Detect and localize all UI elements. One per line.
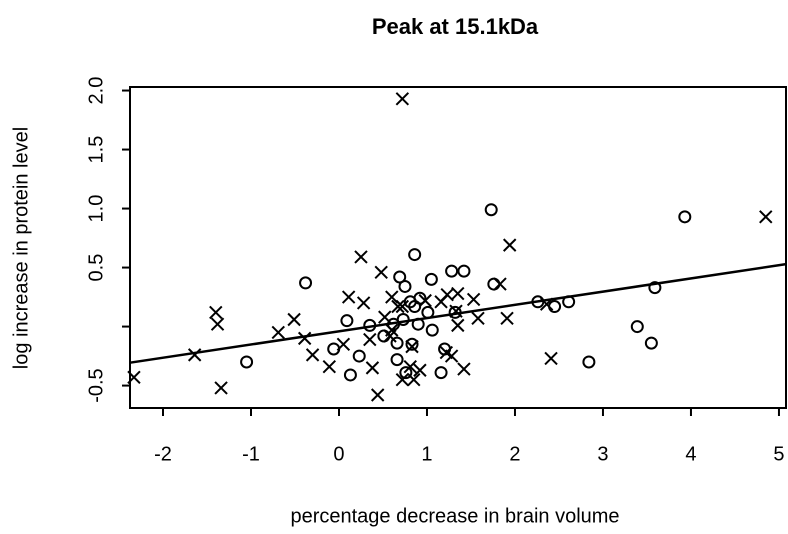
point: [395, 92, 410, 106]
point: [341, 290, 356, 304]
point: [644, 336, 658, 350]
point: [544, 351, 558, 366]
point: [425, 323, 439, 337]
point: [424, 272, 438, 286]
x-tick-label: 5: [773, 443, 784, 465]
point: [209, 305, 223, 320]
point: [343, 368, 357, 382]
x-axis-label: percentage decrease in brain volume: [290, 505, 619, 527]
point: [322, 359, 337, 374]
point: [370, 388, 385, 402]
point: [405, 339, 419, 354]
point: [408, 248, 422, 262]
point: [395, 299, 410, 314]
point: [354, 250, 368, 264]
point: [434, 295, 448, 309]
point: [287, 312, 301, 327]
point: [214, 381, 228, 395]
point: [466, 292, 481, 307]
point: [365, 361, 380, 375]
y-tick-label: 1.5: [85, 136, 107, 164]
point: [648, 281, 662, 295]
point: [418, 293, 432, 308]
point: [500, 311, 514, 326]
y-tick-label: -0.5: [85, 368, 107, 402]
point: [352, 349, 366, 363]
point: [413, 363, 427, 377]
point: [390, 353, 404, 367]
x-tick-label: 2: [509, 443, 520, 465]
point: [305, 348, 320, 362]
point: [548, 300, 562, 314]
point: [340, 314, 354, 328]
point: [377, 329, 391, 343]
point: [127, 370, 141, 385]
point: [448, 305, 462, 319]
point: [395, 372, 410, 387]
point: [449, 304, 463, 318]
chart-title: Peak at 15.1kDa: [372, 14, 539, 39]
point: [336, 337, 351, 351]
point: [411, 317, 425, 331]
point: [271, 325, 285, 340]
y-tick-label: 1.0: [85, 195, 107, 223]
point: [407, 372, 421, 387]
point: [393, 270, 407, 284]
point: [405, 337, 419, 351]
point: [240, 355, 254, 369]
x-tick-label: 0: [333, 443, 344, 465]
point: [493, 277, 507, 291]
point: [434, 366, 448, 380]
point: [210, 317, 225, 331]
point: [399, 366, 413, 380]
point: [487, 277, 501, 291]
point: [502, 238, 517, 252]
point: [562, 295, 576, 309]
y-tick-label: 2.0: [85, 77, 107, 105]
plot-frame: [129, 86, 787, 409]
point: [378, 310, 392, 324]
x-tick-label: 3: [597, 443, 608, 465]
point: [297, 331, 312, 346]
point: [678, 210, 692, 224]
point: [421, 305, 435, 319]
point: [390, 336, 404, 350]
point: [299, 276, 313, 290]
point: [187, 348, 202, 362]
point: [363, 318, 377, 332]
point: [403, 359, 417, 374]
x-tick-label: -2: [154, 443, 172, 465]
point: [451, 286, 465, 301]
point: [363, 332, 377, 347]
point: [457, 264, 471, 278]
point: [582, 355, 596, 369]
point: [396, 312, 410, 326]
y-tick-label: 0.5: [85, 254, 107, 282]
point: [356, 296, 371, 310]
point: [385, 290, 399, 304]
point: [457, 362, 471, 376]
point: [630, 320, 644, 334]
x-tick-label: 4: [685, 443, 696, 465]
point: [484, 203, 498, 217]
point: [444, 349, 459, 363]
x-tick-label: 1: [421, 443, 432, 465]
point: [759, 210, 773, 224]
y-axis-label: log increase in protein level: [10, 127, 32, 369]
point: [445, 264, 459, 278]
point: [398, 279, 412, 293]
point: [451, 318, 465, 333]
x-tick-label: -1: [242, 443, 260, 465]
point: [471, 311, 485, 326]
point: [374, 265, 388, 279]
point: [539, 297, 554, 311]
point: [391, 299, 405, 314]
point: [383, 329, 397, 343]
